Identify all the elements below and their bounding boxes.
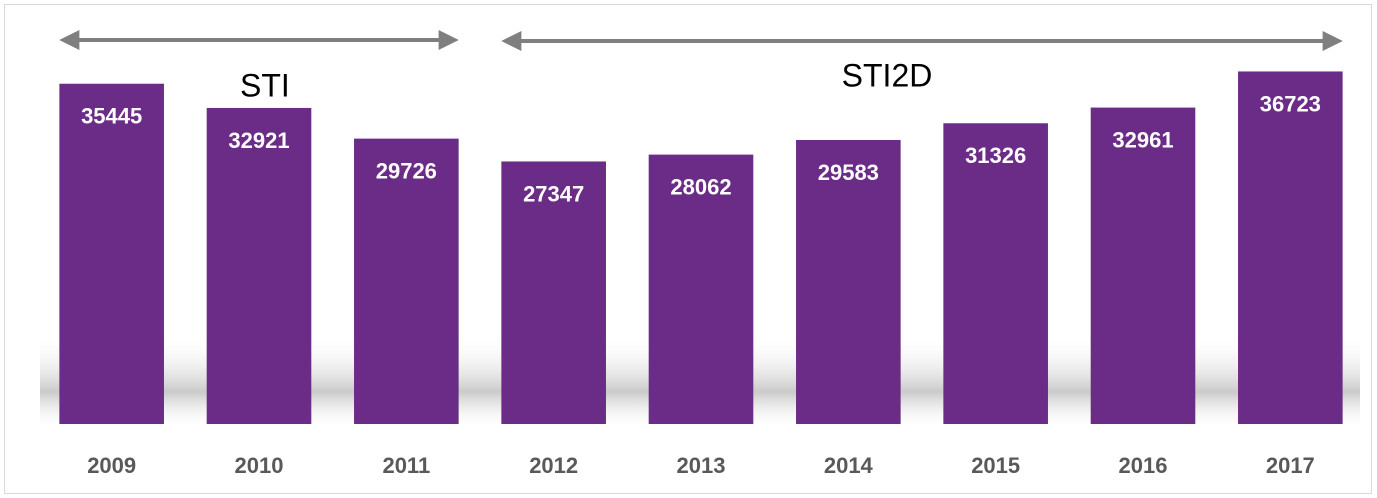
x-tick-label: 2010 <box>235 453 284 478</box>
bar <box>648 154 754 424</box>
bar <box>1090 107 1196 424</box>
bar <box>796 140 901 424</box>
frame <box>4 4 1372 494</box>
bar <box>943 123 1048 425</box>
x-tick-label: 2016 <box>1119 453 1168 478</box>
x-tick-label: 2012 <box>529 453 578 478</box>
x-tick-label: 2011 <box>382 453 430 478</box>
bar <box>354 138 459 424</box>
x-tick-label: 2017 <box>1266 453 1315 478</box>
x-tick-label: 2013 <box>677 453 726 478</box>
bar <box>59 83 164 424</box>
range-label: STI2D <box>842 57 933 93</box>
x-tick-label: 2014 <box>824 453 874 478</box>
value-label: 28062 <box>670 174 731 199</box>
value-label: 29726 <box>376 158 437 183</box>
x-tick-label: 2015 <box>971 453 1020 478</box>
value-label: 31326 <box>965 143 1026 168</box>
range-label: STI <box>240 67 290 103</box>
value-label: 29583 <box>818 160 879 185</box>
x-tick-label: 2009 <box>87 453 136 478</box>
value-label: 36723 <box>1260 91 1321 116</box>
value-label: 32961 <box>1112 127 1173 152</box>
value-label: 35445 <box>81 104 142 129</box>
value-label: 32921 <box>228 128 289 153</box>
bar <box>501 161 606 424</box>
bar <box>1238 71 1343 424</box>
bar <box>206 107 312 424</box>
value-label: 27347 <box>523 181 584 206</box>
